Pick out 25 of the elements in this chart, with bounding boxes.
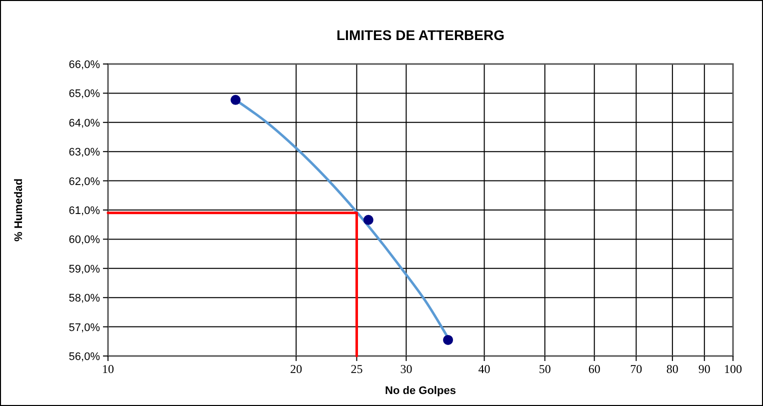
x-tick-label: 50 bbox=[538, 362, 551, 376]
x-tick-label: 60 bbox=[588, 362, 600, 376]
x-tick-label: 10 bbox=[102, 362, 114, 376]
y-tick-label: 56,0% bbox=[68, 351, 100, 363]
y-tick-label: 57,0% bbox=[68, 322, 100, 334]
chart-title: LIMITES DE ATTERBERG bbox=[336, 27, 505, 43]
x-tick-label: 20 bbox=[290, 362, 302, 376]
x-tick-label: 70 bbox=[630, 362, 642, 376]
x-tick-label: 100 bbox=[724, 362, 742, 376]
y-axis-title: % Humedad bbox=[13, 178, 25, 242]
x-tick-label: 40 bbox=[478, 362, 490, 376]
x-axis-title: No de Golpes bbox=[385, 385, 456, 397]
y-tick-label: 63,0% bbox=[68, 146, 100, 159]
y-tick-label: 60,0% bbox=[68, 234, 100, 246]
y-tick-label: 65,0% bbox=[68, 88, 100, 100]
x-tick-label: 90 bbox=[698, 362, 710, 376]
y-tick-label: 61,0% bbox=[68, 205, 100, 217]
y-tick-label: 64,0% bbox=[68, 117, 100, 130]
x-tick-label: 80 bbox=[666, 362, 678, 376]
x-tick-label: 25 bbox=[350, 362, 363, 376]
y-tick-label: 59,0% bbox=[68, 263, 100, 276]
y-tick-label: 58,0% bbox=[68, 292, 100, 305]
y-tick-label: 62,0% bbox=[68, 176, 100, 188]
x-tick-label: 30 bbox=[400, 362, 412, 376]
y-tick-label: 66,0% bbox=[68, 59, 100, 71]
